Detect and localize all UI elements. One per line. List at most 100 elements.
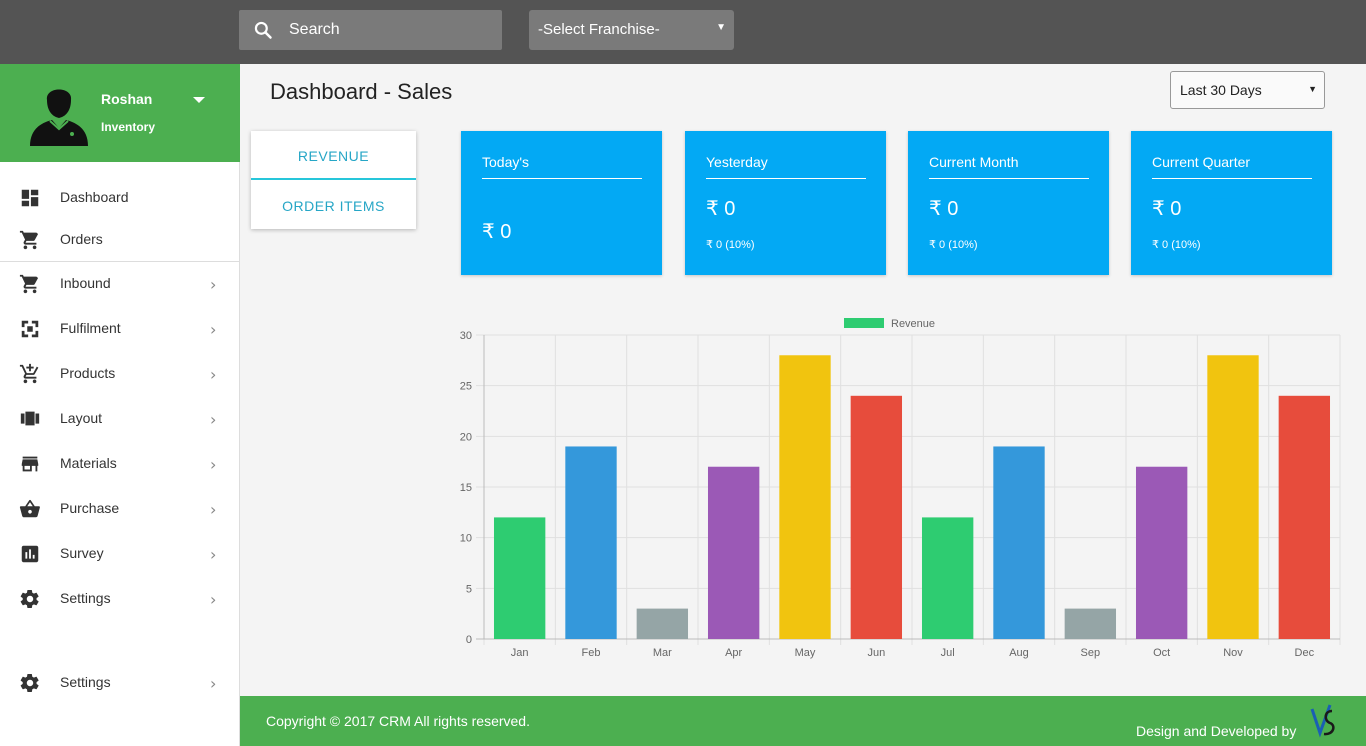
sidebar-item-survey[interactable]: Survey ›	[0, 532, 240, 574]
stat-card-current-quarter: Current Quarter ₹ 0 ₹ 0 (10%)	[1131, 131, 1332, 275]
sidebar-item-label: Settings	[60, 590, 111, 606]
sidebar: Roshan Inventory Dashboard Orders Inboun…	[0, 64, 240, 746]
sidebar-item-fulfilment[interactable]: Fulfilment ›	[0, 307, 240, 349]
x-tick-label: Aug	[1009, 647, 1029, 659]
search-input[interactable]: Search	[289, 21, 340, 38]
card-divider	[929, 178, 1089, 179]
x-tick-label: Apr	[725, 647, 742, 659]
bar-jul	[921, 517, 974, 639]
chevron-right-icon: ›	[210, 500, 217, 519]
bar-dec	[1278, 395, 1331, 639]
bar-jun	[850, 395, 903, 639]
card-title: Current Month	[929, 154, 1019, 170]
date-range-value: Last 30 Days	[1180, 82, 1262, 98]
card-title: Today's	[482, 154, 530, 170]
chevron-down-icon: ▼	[716, 22, 726, 33]
y-tick-label: 25	[460, 381, 472, 393]
card-subvalue: ₹ 0 (10%)	[1152, 239, 1201, 251]
x-tick-label: Jul	[941, 647, 955, 659]
y-tick-label: 0	[466, 634, 472, 646]
x-tick-label: Mar	[653, 647, 672, 659]
user-role: Inventory	[101, 120, 156, 134]
x-tick-label: Jan	[511, 647, 529, 659]
copyright-text: Copyright © 2017 CRM All rights reserved…	[266, 713, 530, 729]
developed-by-text: Design and Developed by	[1136, 723, 1297, 739]
user-name: Roshan	[101, 91, 153, 107]
avatar	[30, 89, 88, 146]
layout-icon	[20, 411, 40, 426]
card-title: Current Quarter	[1152, 154, 1251, 170]
y-tick-label: 10	[460, 533, 472, 545]
chevron-right-icon: ›	[210, 410, 217, 429]
sidebar-item-inbound[interactable]: Inbound ›	[0, 262, 240, 304]
top-bar: Search -Select Franchise- ▼	[0, 0, 1366, 64]
tab-revenue[interactable]: REVENUE	[251, 131, 416, 180]
developer-logo[interactable]	[1308, 701, 1338, 741]
y-tick-label: 5	[466, 583, 472, 595]
card-value: ₹ 0	[482, 221, 512, 243]
sidebar-item-orders[interactable]: Orders	[0, 218, 240, 260]
x-tick-label: Jun	[867, 647, 885, 659]
card-value: ₹ 0	[1152, 198, 1182, 220]
gear-icon	[20, 590, 39, 608]
legend-label: Revenue	[891, 318, 935, 330]
dashboard-icon	[21, 189, 39, 207]
bar-apr	[707, 466, 760, 639]
card-divider	[1152, 178, 1312, 179]
card-subvalue: ₹ 0 (10%)	[929, 239, 978, 251]
revenue-bar-chart: 0 5 10 15 20 25 30 Jan Feb Mar Apr May Jun Jul Aug Sep O…	[460, 318, 1341, 659]
sidebar-item-label: Dashboard	[60, 189, 129, 205]
cart-icon	[19, 274, 39, 294]
sidebar-item-settings[interactable]: Settings ›	[0, 577, 240, 619]
franchise-select[interactable]: -Select Franchise- ▼	[529, 10, 734, 50]
bar-oct	[1135, 466, 1188, 639]
bar-sep	[1064, 608, 1117, 639]
x-tick-label: Oct	[1153, 647, 1170, 659]
bar-aug	[993, 446, 1045, 639]
x-tick-label: Nov	[1223, 647, 1243, 659]
sidebar-item-label: Survey	[60, 545, 104, 561]
metric-tabs: REVENUE ORDER ITEMS	[251, 131, 416, 229]
sidebar-item-layout[interactable]: Layout ›	[0, 397, 240, 439]
add-cart-icon	[19, 363, 39, 384]
sidebar-item-label: Inbound	[60, 275, 111, 291]
x-tick-label: Sep	[1081, 647, 1101, 659]
chevron-right-icon: ›	[210, 275, 217, 294]
gear-icon	[20, 674, 39, 692]
bar-jan	[493, 517, 546, 639]
sidebar-item-products[interactable]: Products ›	[0, 352, 240, 394]
chevron-right-icon: ›	[210, 455, 217, 474]
x-tick-label: Dec	[1295, 647, 1315, 659]
date-range-select[interactable]: Last 30 Days ▼	[1170, 71, 1325, 109]
cart-icon	[19, 230, 39, 250]
page-header: Dashboard - Sales Last 30 Days ▼	[240, 64, 1366, 116]
sidebar-item-materials[interactable]: Materials ›	[0, 442, 240, 484]
sidebar-item-label: Settings	[60, 674, 111, 690]
y-tick-label: 20	[460, 431, 472, 443]
user-profile[interactable]: Roshan Inventory	[0, 64, 240, 162]
chevron-right-icon: ›	[210, 590, 217, 609]
search-box[interactable]: Search	[239, 10, 502, 50]
footer: Copyright © 2017 CRM All rights reserved…	[240, 696, 1366, 746]
bar-may	[779, 355, 831, 639]
page-title: Dashboard - Sales	[270, 79, 453, 104]
y-tick-label: 30	[460, 330, 472, 342]
x-tick-label: Feb	[582, 647, 601, 659]
tab-order-items[interactable]: ORDER ITEMS	[282, 198, 385, 214]
card-title: Yesterday	[706, 154, 768, 170]
caret-down-icon[interactable]	[193, 97, 205, 103]
chevron-right-icon: ›	[210, 674, 217, 693]
sidebar-item-label: Products	[60, 365, 116, 381]
sidebar-item-label: Materials	[60, 455, 117, 471]
y-tick-label: 15	[460, 482, 472, 494]
bar-mar	[636, 608, 689, 639]
sidebar-divider	[0, 261, 240, 262]
sidebar-item-label: Purchase	[60, 500, 120, 516]
sidebar-item-settings-bottom[interactable]: Settings ›	[0, 661, 240, 703]
basket-icon	[19, 499, 40, 518]
store-icon	[21, 456, 39, 472]
sidebar-item-label: Orders	[60, 231, 103, 247]
sidebar-item-purchase[interactable]: Purchase ›	[0, 487, 240, 529]
card-divider	[482, 178, 642, 179]
sidebar-item-dashboard[interactable]: Dashboard	[0, 176, 240, 218]
